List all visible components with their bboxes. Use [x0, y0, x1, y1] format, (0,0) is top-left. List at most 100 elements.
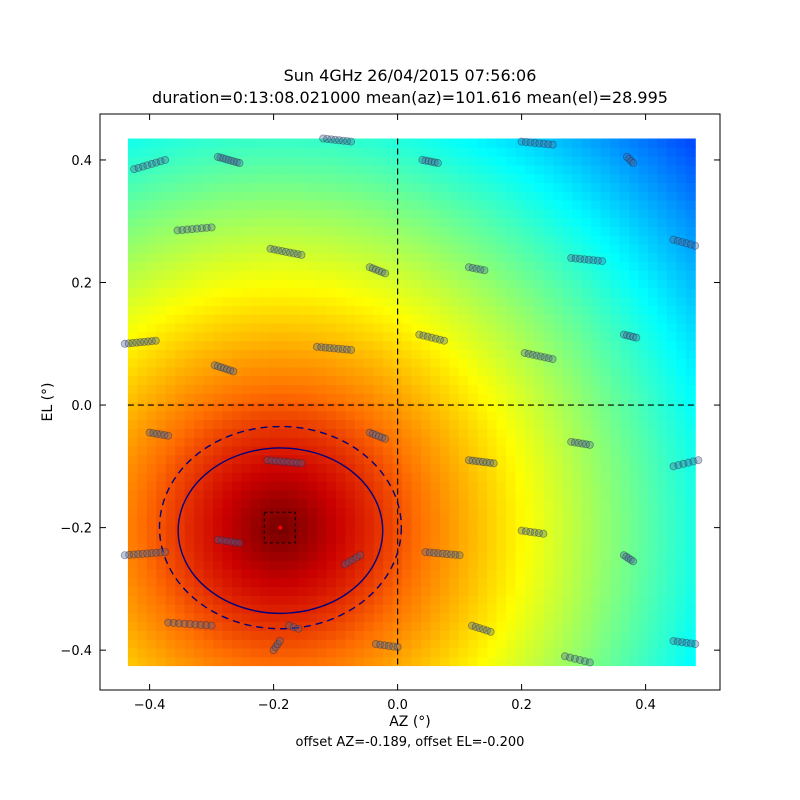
sample-point: [520, 348, 529, 357]
heatmap-cell: [647, 586, 658, 596]
heatmap-cell: [269, 630, 280, 640]
heatmap-cell: [487, 261, 498, 271]
heatmap-cell: [402, 349, 413, 359]
heatmap-cell: [458, 375, 469, 386]
heatmap-cell: [345, 314, 356, 324]
heatmap-cell: [572, 630, 583, 640]
sample-point: [691, 241, 700, 250]
heatmap-cell: [477, 375, 488, 386]
heatmap-cell: [383, 533, 394, 544]
heatmap-cell: [458, 138, 469, 148]
heatmap-cell: [515, 366, 526, 377]
heatmap-cell: [421, 173, 432, 184]
heatmap-cell: [439, 630, 450, 640]
heatmap-cell: [260, 358, 271, 368]
heatmap-cell: [411, 489, 422, 500]
sample-point: [266, 244, 275, 253]
heatmap-cell: [647, 402, 658, 412]
heatmap-cell: [600, 568, 611, 579]
heatmap-cell: [506, 199, 517, 210]
heatmap-cell: [279, 577, 290, 588]
heatmap-cell: [165, 358, 176, 368]
heatmap-cell: [477, 524, 488, 535]
heatmap-cell: [572, 156, 583, 166]
heatmap-cell: [203, 287, 214, 298]
heatmap-cell: [685, 542, 696, 552]
heatmap-cell: [534, 384, 545, 394]
heatmap-cell: [657, 340, 668, 350]
sample-point: [285, 621, 294, 630]
heatmap-cell: [610, 507, 621, 517]
heatmap-cell: [468, 243, 479, 254]
heatmap-cell: [175, 560, 186, 570]
heatmap-cell: [430, 393, 441, 403]
heatmap-cell: [345, 481, 356, 491]
heatmap-cell: [260, 516, 271, 526]
heatmap-cell: [137, 595, 148, 605]
heatmap-cell: [638, 489, 649, 500]
heatmap-cell: [449, 173, 460, 184]
heatmap-cell: [685, 410, 696, 421]
heatmap-cell: [184, 331, 195, 342]
heatmap-cell: [619, 173, 630, 184]
heatmap-cell: [194, 647, 205, 658]
sample-point: [374, 266, 383, 275]
heatmap-cell: [534, 454, 545, 465]
heatmap-cell: [610, 647, 621, 658]
sample-point: [682, 239, 691, 248]
heatmap-cell: [430, 296, 441, 306]
heatmap-cell: [250, 287, 261, 298]
heatmap-cell: [250, 164, 261, 175]
heatmap-cell: [676, 604, 687, 614]
heatmap-cell: [298, 349, 309, 359]
heatmap-cell: [317, 191, 328, 201]
heatmap-cell: [184, 402, 195, 412]
heatmap-cell: [487, 349, 498, 359]
heatmap-cell: [515, 630, 526, 640]
heatmap-cell: [487, 208, 498, 219]
heatmap-cell: [487, 445, 498, 456]
heatmap-cell: [487, 410, 498, 421]
sample-point: [380, 641, 389, 650]
heatmap-cell: [279, 463, 290, 473]
heatmap-cell: [354, 314, 365, 324]
heatmap-cell: [676, 349, 687, 359]
heatmap-cell: [619, 612, 630, 623]
heatmap-cell: [354, 331, 365, 342]
heatmap-cell: [411, 226, 422, 236]
heatmap-cell: [184, 454, 195, 465]
heatmap-cell: [553, 199, 564, 210]
heatmap-cell: [629, 305, 640, 315]
heatmap-cell: [581, 375, 592, 386]
heatmap-cell: [156, 437, 167, 447]
heatmap-cell: [553, 410, 564, 421]
heatmap-cell: [449, 472, 460, 482]
heatmap-cell: [638, 279, 649, 289]
heatmap-cell: [638, 445, 649, 456]
heatmap-cell: [250, 322, 261, 333]
heatmap-cell: [477, 507, 488, 517]
heatmap-cell: [496, 586, 507, 596]
heatmap-cell: [222, 147, 233, 157]
heatmap-cell: [553, 147, 564, 157]
heatmap-cell: [127, 402, 138, 412]
heatmap-cell: [194, 533, 205, 544]
heatmap-cell: [184, 419, 195, 429]
heatmap-cell: [127, 305, 138, 315]
heatmap-cell: [402, 516, 413, 526]
heatmap-cell: [203, 402, 214, 412]
heatmap-cell: [212, 384, 224, 394]
sample-point: [347, 137, 356, 146]
heatmap-cell: [525, 340, 536, 350]
heatmap-cell: [525, 305, 536, 315]
heatmap-cell: [534, 191, 545, 201]
heatmap-cell: [222, 437, 233, 447]
heatmap-cell: [534, 279, 545, 289]
heatmap-cell: [298, 375, 309, 386]
heatmap-cell: [222, 375, 233, 386]
heatmap-cell: [241, 235, 252, 245]
heatmap-cell: [175, 305, 186, 315]
heatmap-cell: [241, 560, 252, 570]
heatmap-cell: [269, 261, 280, 271]
heatmap-cell: [298, 639, 309, 649]
